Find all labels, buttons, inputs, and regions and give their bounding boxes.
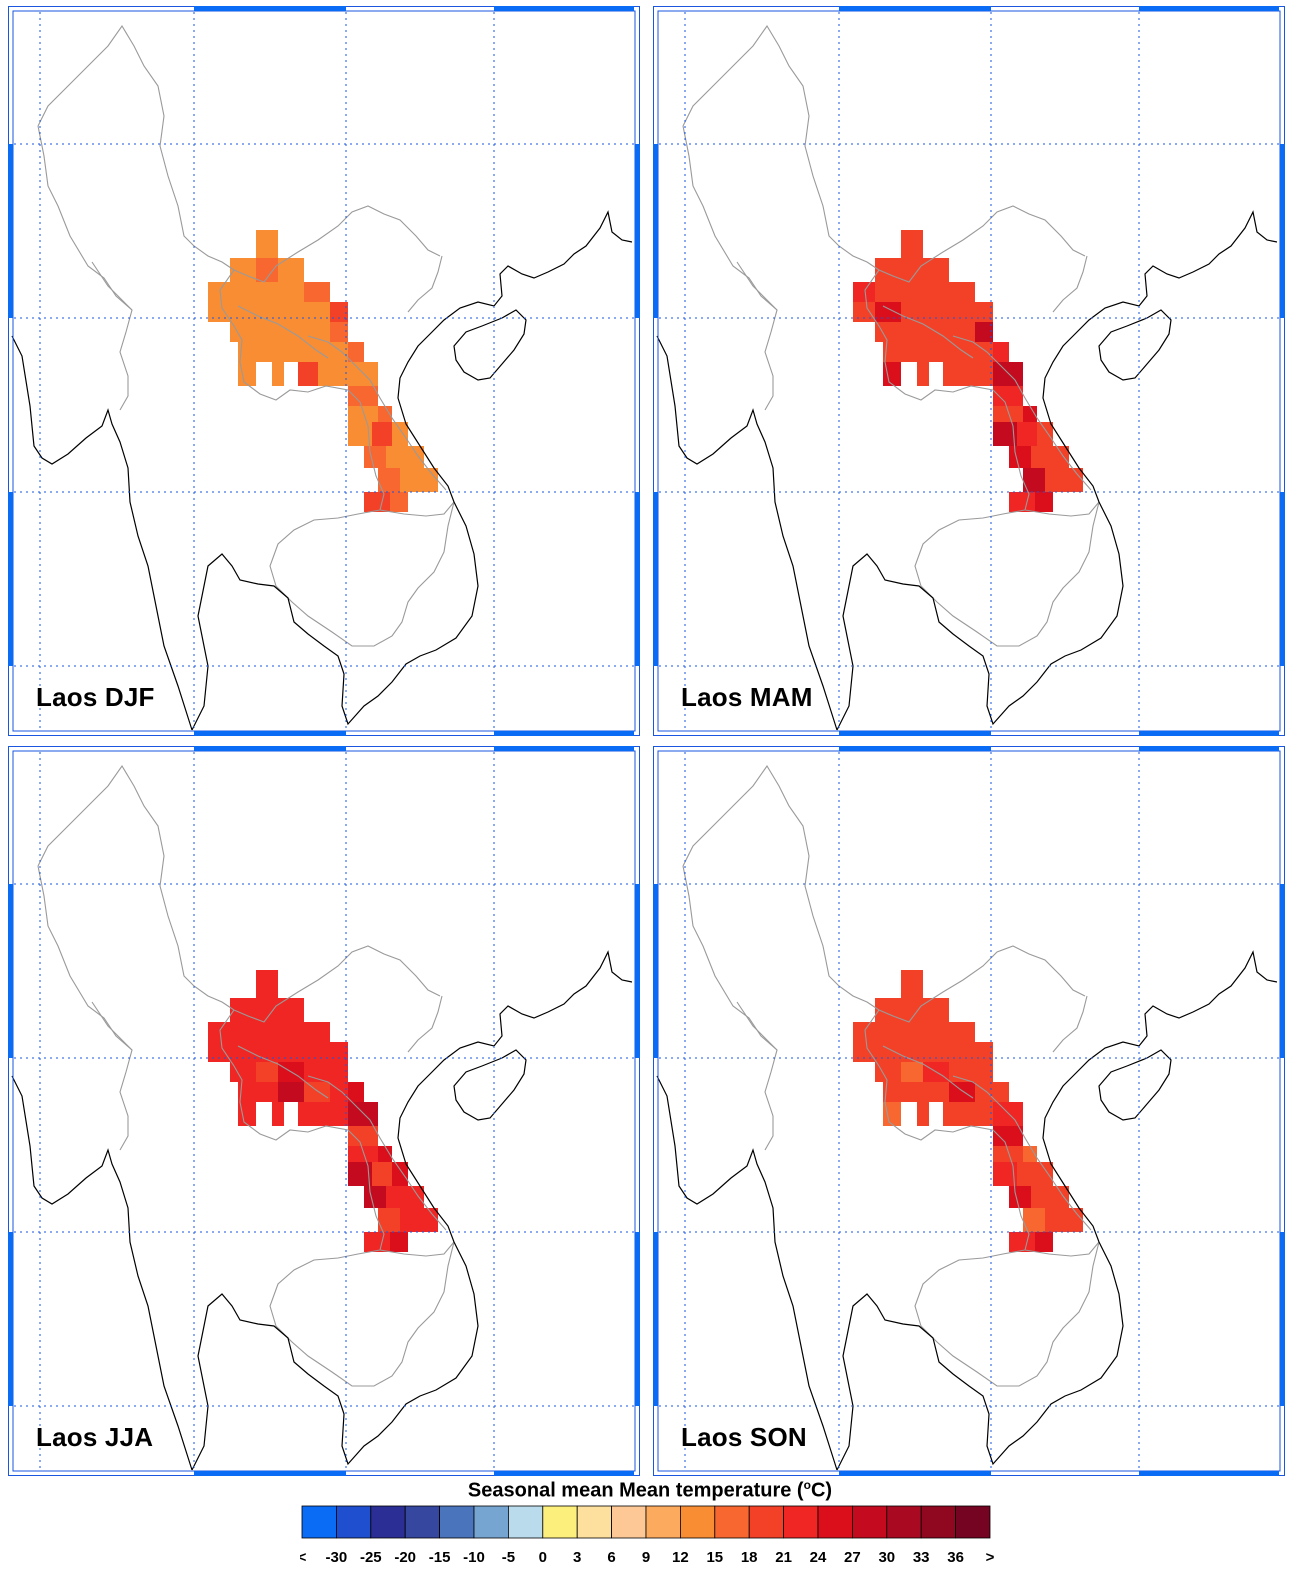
map-panel-son: Laos SON: [653, 746, 1285, 1476]
map-panel-djf: Laos DJF: [8, 6, 640, 736]
map-mam: [653, 6, 1285, 736]
legend-tick-label: 27: [844, 1549, 861, 1566]
legend-tick-label: 24: [810, 1549, 827, 1566]
legend-swatch: [507, 1505, 544, 1539]
legend-swatch: [370, 1505, 406, 1539]
panel-label: Laos MAM: [681, 682, 813, 712]
legend-tick-label: 3: [573, 1549, 581, 1566]
legend-swatch: [920, 1505, 957, 1539]
legend-swatch: [714, 1505, 750, 1539]
legend-swatch: [473, 1505, 509, 1539]
legend-tick-label: 36: [947, 1549, 964, 1566]
legend-tick-label: 9: [642, 1549, 650, 1566]
legend-swatch: [336, 1505, 372, 1539]
map-jja: [8, 746, 640, 1476]
legend-tick-label: <: [300, 1549, 307, 1566]
legend-tick-label: -30: [326, 1549, 348, 1566]
legend-swatch: [301, 1505, 337, 1539]
legend-tick-label: 0: [539, 1549, 547, 1566]
legend-tick-label: 30: [878, 1549, 895, 1566]
map-panel-jja: Laos JJA: [8, 746, 640, 1476]
legend-tick-label: -20: [394, 1549, 416, 1566]
legend-swatch: [611, 1505, 647, 1539]
legend-swatch: [542, 1505, 578, 1539]
panel-label: Laos DJF: [36, 682, 155, 712]
legend-tick-label: >: [986, 1549, 995, 1566]
legend-swatch: [679, 1505, 716, 1539]
legend-title: Seasonal mean Mean temperature (oC): [467, 1478, 833, 1502]
legend-swatch: [748, 1505, 785, 1539]
panel-label: Laos JJA: [36, 1422, 154, 1452]
legend-swatch: [439, 1505, 475, 1539]
legend-tick-label: 33: [913, 1549, 930, 1566]
legend-swatch: [783, 1505, 819, 1539]
legend-swatch: [645, 1505, 681, 1539]
map-djf: [8, 6, 640, 736]
legend-swatch: [852, 1505, 888, 1539]
legend-tick-label: -5: [502, 1549, 515, 1566]
legend-tick-label: 21: [775, 1549, 792, 1566]
color-legend: Seasonal mean Mean temperature (oC) < -30…: [300, 1478, 1000, 1574]
legend-swatch: [955, 1505, 991, 1539]
legend-swatch: [576, 1505, 613, 1539]
legend-tick-label: 15: [706, 1549, 723, 1566]
panel-label: Laos SON: [681, 1422, 807, 1452]
legend-colorbar: < -30 -25 -20 -15 -10 -5 0 3 6 9 12 15 18 21 24 27 30 33 36…: [300, 1505, 995, 1566]
legend-swatch: [886, 1505, 922, 1539]
map-son: [653, 746, 1285, 1476]
legend-swatch: [817, 1505, 853, 1539]
legend-tick-label: 12: [672, 1549, 689, 1566]
legend-tick-label: -25: [360, 1549, 382, 1566]
legend-tick-label: -15: [429, 1549, 451, 1566]
legend-tick-label: 18: [741, 1549, 758, 1566]
legend-swatch: [404, 1505, 440, 1539]
legend-tick-label: -10: [463, 1549, 485, 1566]
map-panel-mam: Laos MAM: [653, 6, 1285, 736]
legend-tick-label: 6: [607, 1549, 615, 1566]
